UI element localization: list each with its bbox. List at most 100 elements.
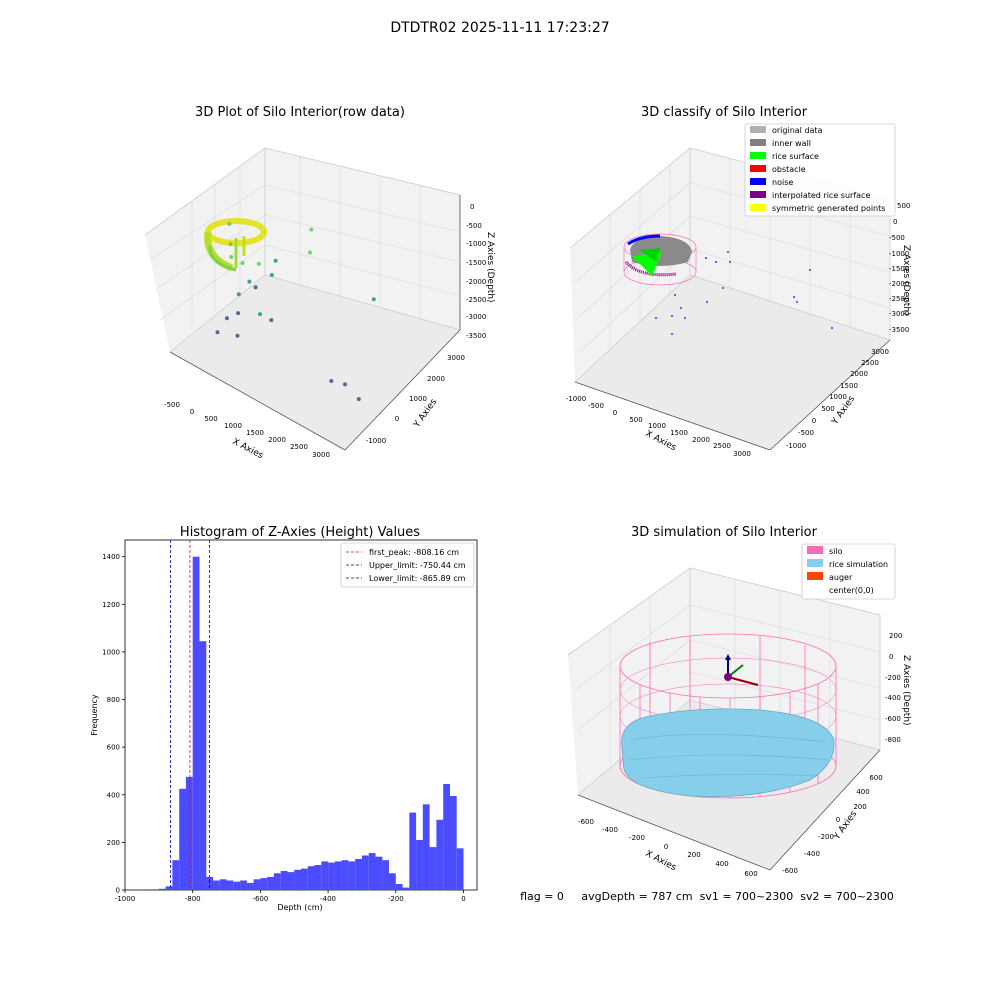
scatter-point (258, 312, 262, 317)
legend-swatch (750, 178, 766, 185)
y-tick-label: 200 (107, 839, 120, 847)
x-tick: 400 (715, 860, 728, 868)
histogram-bar (321, 861, 329, 890)
legend-swatch (750, 152, 766, 159)
y-tick: 0 (395, 415, 399, 423)
y-tick: -600 (782, 867, 798, 875)
y-tick: 2000 (850, 370, 868, 378)
legend-swatch (750, 165, 766, 172)
noise-point (727, 251, 729, 253)
legend: first_peak: -808.16 cm Upper_limit: -750.… (340, 542, 475, 588)
legend-label: obstacle (772, 165, 806, 174)
scatter-point (229, 255, 234, 259)
z-tick: 200 (889, 632, 902, 640)
histogram-bar (395, 884, 403, 890)
x-axis-label: X Axies (644, 849, 678, 874)
histogram-bar (267, 876, 274, 890)
legend-swatch (750, 191, 766, 198)
x-tick: 500 (629, 416, 642, 424)
z-tick: -2500 (889, 295, 909, 303)
histogram-bar (145, 889, 153, 890)
histogram-bar (246, 882, 254, 890)
legend-label: auger (829, 573, 853, 582)
legend: silo rice simulation auger center(0,0) (801, 543, 896, 600)
x-tick: 0 (664, 843, 668, 851)
y-axis-ticks: -600 -400 -200 0 200 400 600 (782, 774, 883, 875)
z-tick: -3000 (889, 310, 909, 318)
histogram-bar (409, 812, 417, 890)
z-tick: -500 (466, 222, 482, 230)
x-tick-label: -1000 (115, 895, 135, 903)
scatter-point (273, 258, 278, 263)
x-tick: 2500 (713, 442, 731, 450)
noise-point (796, 301, 798, 303)
scatter-point (235, 333, 240, 338)
x-tick: -200 (629, 834, 645, 842)
y-tick: 0 (836, 816, 840, 824)
z-axis-ticks: 0 -500 -1000 -1500 -2000 -2500 -3000 -35… (466, 203, 486, 340)
histogram-bar (158, 888, 166, 890)
scatter-point (269, 318, 274, 323)
histogram-bar (307, 866, 315, 890)
legend-label: noise (772, 178, 793, 187)
y-tick-label: 400 (107, 791, 120, 799)
legend-swatch (750, 204, 766, 211)
x-tick: 0 (190, 408, 194, 416)
histogram-bar (253, 879, 261, 890)
figure-suptitle: DTDTR02 2025-11-11 17:23:27 (390, 20, 609, 36)
x-axis-ticks: -500 0 500 1000 1500 2000 2500 3000 (164, 401, 330, 459)
y-tick: 1500 (840, 382, 858, 390)
legend-swatch (807, 559, 823, 567)
histogram-bar (301, 868, 308, 890)
histogram-bar (280, 871, 288, 890)
y-axis-ticks: -1000 -500 0 500 1000 1500 2000 2500 300… (786, 348, 889, 450)
x-tick: 1000 (224, 422, 242, 430)
legend-label: rice simulation (829, 560, 888, 569)
noise-point (671, 333, 673, 335)
legend-label: symmetric generated points (772, 204, 885, 213)
histogram-bar (355, 859, 362, 890)
histogram-bar (368, 853, 376, 890)
z-tick: -2000 (889, 280, 909, 288)
scatter-point (356, 397, 361, 402)
z-tick: -2000 (466, 278, 486, 286)
z-tick: -200 (885, 674, 901, 682)
y-tick: 400 (856, 788, 869, 796)
x-tick: 1500 (670, 429, 688, 437)
panel-title: Histogram of Z-Axies (Height) Values (180, 525, 420, 540)
y-axis-label: Frequency (90, 694, 99, 736)
y-tick: 2000 (427, 375, 445, 383)
noise-point (705, 257, 707, 259)
x-tick: -600 (578, 818, 594, 826)
panel-title: 3D classify of Silo Interior (641, 105, 808, 120)
histogram-bar (233, 881, 241, 890)
x-tick-label: -200 (388, 895, 404, 903)
y-tick-label: 1400 (102, 553, 120, 561)
noise-point (729, 261, 731, 263)
y-axis-ticks: 0 200 400 600 800 1000 1200 1400 (102, 553, 125, 895)
x-tick: 3000 (733, 450, 751, 458)
x-tick: 0 (613, 409, 617, 417)
noise-point (722, 287, 724, 289)
x-axis-ticks: -600 -400 -200 0 200 400 600 (578, 818, 758, 878)
x-tick-label: -400 (320, 895, 336, 903)
y-axis-label: Y Axies (832, 809, 860, 842)
histogram-bar (443, 784, 450, 890)
x-tick: 500 (204, 415, 217, 423)
z-tick: -3500 (466, 332, 486, 340)
noise-point (809, 269, 811, 271)
z-tick: -1000 (466, 240, 486, 248)
rice-surface (621, 708, 835, 798)
y-tick-label: 1000 (102, 648, 120, 656)
histogram-bar (389, 873, 396, 890)
histogram-bar (429, 847, 437, 890)
scatter-point (227, 221, 232, 226)
histogram-bar (416, 840, 423, 890)
x-tick: 2500 (290, 443, 308, 451)
legend-label: rice surface (772, 152, 819, 161)
legend-label: original data (772, 126, 823, 135)
z-tick: 500 (897, 202, 910, 210)
legend-swatch (750, 126, 766, 133)
legend-label: inner wall (772, 139, 811, 148)
histogram-bar (199, 641, 207, 890)
